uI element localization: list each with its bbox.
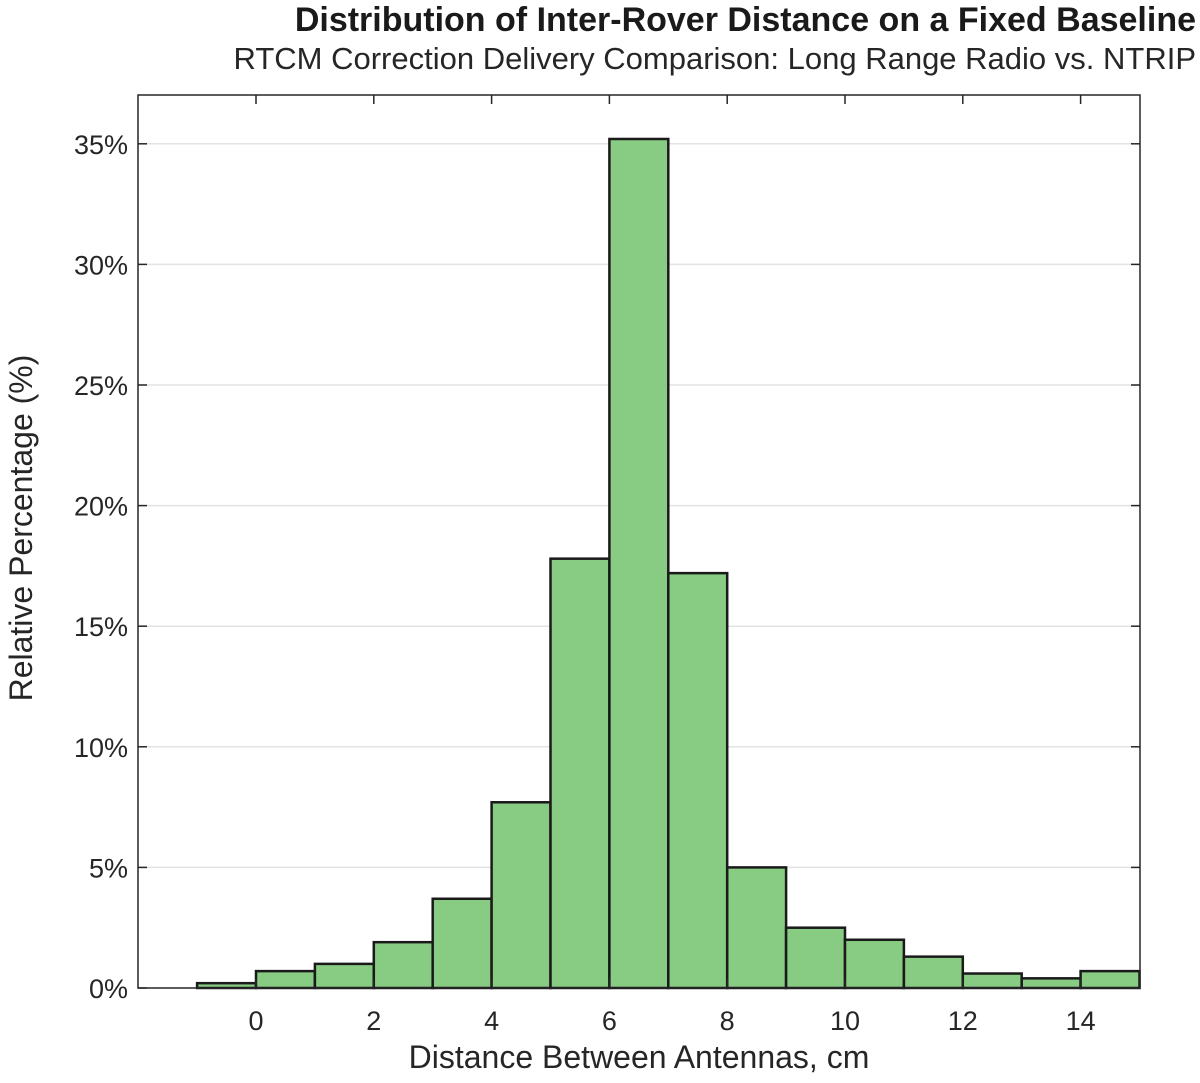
histogram-bar xyxy=(254,969,317,990)
ticks-layer: 0% 5% 10% 15% 20% 25% 30% 35% 0 2 4 6 8 10 12 14 xyxy=(74,95,1140,1036)
chart-subtitle: RTCM Correction Delivery Comparison: Lon… xyxy=(233,41,1197,76)
y-axis-label: Relative Percentage (%) xyxy=(3,355,39,702)
chart-title: Distribution of Inter-Rover Distance on … xyxy=(294,1,1196,39)
histogram-bar xyxy=(549,557,611,990)
y-tick-label: 0% xyxy=(89,974,128,1004)
y-tick-label: 5% xyxy=(89,853,128,883)
histogram-bar xyxy=(784,926,847,990)
histogram-bar xyxy=(490,801,552,990)
y-tick-label: 35% xyxy=(74,130,128,160)
plot-frame xyxy=(137,94,1141,989)
x-tick-label: 8 xyxy=(720,1006,735,1036)
y-tick-label: 20% xyxy=(74,492,128,522)
y-tick-label: 25% xyxy=(74,371,128,401)
x-tick-label: 14 xyxy=(1066,1006,1096,1036)
y-tick-label: 30% xyxy=(74,250,128,280)
histogram-bar xyxy=(313,962,376,990)
histogram-bar xyxy=(1079,969,1141,990)
x-tick-label: 4 xyxy=(484,1006,499,1036)
histogram-bar xyxy=(725,866,788,990)
x-tick-label: 10 xyxy=(830,1006,860,1036)
y-tick-label: 15% xyxy=(74,612,128,642)
histogram-bar xyxy=(961,972,1023,990)
histogram-bar xyxy=(902,955,965,990)
histogram-bar xyxy=(667,571,729,990)
x-tick-label: 12 xyxy=(948,1006,978,1036)
histogram-bar xyxy=(843,938,906,990)
x-tick-label: 2 xyxy=(366,1006,381,1036)
x-tick-label: 0 xyxy=(248,1006,263,1036)
y-tick-label: 10% xyxy=(74,733,128,763)
x-tick-label: 6 xyxy=(602,1006,617,1036)
histogram-bar xyxy=(431,897,493,990)
histogram-bar xyxy=(1020,977,1082,990)
bars-layer xyxy=(195,137,1141,990)
histogram-bar xyxy=(372,940,434,990)
x-axis-label: Distance Between Antennas, cm xyxy=(409,1039,870,1075)
histogram-bar xyxy=(608,137,670,990)
